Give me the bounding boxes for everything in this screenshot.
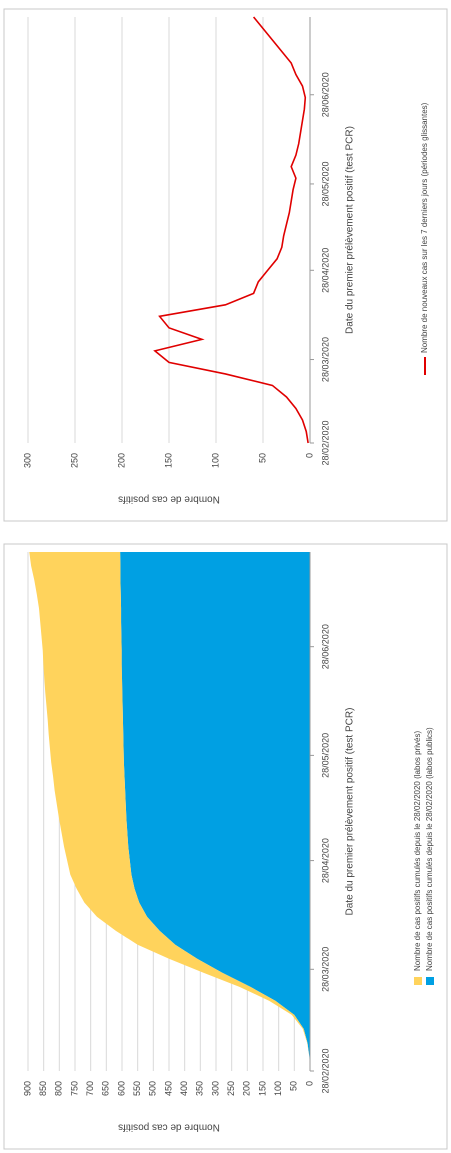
area bbox=[29, 552, 310, 1071]
y-tick-label: 150 bbox=[257, 1081, 267, 1096]
panel bbox=[3, 8, 448, 522]
y-tick-label: 300 bbox=[210, 1081, 220, 1096]
x-tick-label: 28/02/2020 bbox=[320, 420, 330, 465]
y-tick-label: 700 bbox=[85, 1081, 95, 1096]
y-tick-label: 450 bbox=[163, 1081, 173, 1096]
x-axis-title: Date du premier prélèvement positif (tes… bbox=[345, 126, 356, 334]
x-tick-label: 28/04/2020 bbox=[320, 248, 330, 293]
y-tick-label: 900 bbox=[22, 1081, 32, 1096]
x-tick-label: 28/03/2020 bbox=[320, 947, 330, 992]
y-tick-label: 250 bbox=[69, 453, 79, 468]
y-tick-label: 650 bbox=[101, 1081, 111, 1096]
legend-label: Nombre de cas positifs cumulés depuis le… bbox=[425, 727, 434, 971]
y-tick-label: 50 bbox=[257, 453, 267, 463]
legend-swatch bbox=[414, 977, 422, 985]
y-tick-label: 100 bbox=[210, 453, 220, 468]
y-tick-label: 50 bbox=[289, 1081, 299, 1091]
y-tick-label: 400 bbox=[179, 1081, 189, 1096]
y-tick-label: 350 bbox=[195, 1081, 205, 1096]
legend-label: Nombre de nouveaux cas sur les 7 dernier… bbox=[420, 102, 429, 353]
legend-label: Nombre de cas positifs cumulés depuis le… bbox=[413, 731, 422, 971]
y-tick-label: 200 bbox=[242, 1081, 252, 1096]
x-tick-label: 28/06/2020 bbox=[320, 624, 330, 669]
y-tick-label: 850 bbox=[38, 1081, 48, 1096]
area bbox=[120, 552, 310, 1071]
y-tick-label: 500 bbox=[148, 1081, 158, 1096]
y-tick-label: 550 bbox=[132, 1081, 142, 1096]
y-axis-title: Nombre de cas positifs bbox=[118, 1121, 220, 1132]
line-chart: 0 50 100 150 200 250 300 28/02/2020 28/03/2020 28… bbox=[3, 8, 448, 522]
y-tick-label: 150 bbox=[163, 453, 173, 468]
x-tick-label: 28/05/2020 bbox=[320, 161, 330, 206]
y-axis-title: Nombre de cas positifs bbox=[118, 493, 220, 504]
area-chart: 0 50 100 150 200 250 300 350 400 450 500 550 600 650 7… bbox=[3, 543, 448, 1150]
y-tick-label: 0 bbox=[304, 1081, 314, 1086]
x-tick-label: 28/05/2020 bbox=[320, 733, 330, 778]
y-tick-label: 600 bbox=[116, 1081, 126, 1096]
y-tick-label: 800 bbox=[54, 1081, 64, 1096]
y-tick-label: 200 bbox=[116, 453, 126, 468]
y-tick-label: 0 bbox=[304, 453, 314, 458]
line bbox=[153, 16, 309, 444]
x-tick-label: 28/06/2020 bbox=[320, 72, 330, 117]
y-tick-label: 250 bbox=[226, 1081, 236, 1096]
x-tick-label: 28/03/2020 bbox=[320, 337, 330, 382]
y-tick-label: 100 bbox=[273, 1081, 283, 1096]
y-tick-label: 300 bbox=[22, 453, 32, 468]
x-tick-label: 28/02/2020 bbox=[320, 1048, 330, 1093]
x-axis-title: Date du premier prélèvement positif (tes… bbox=[345, 708, 356, 916]
legend-swatch bbox=[426, 977, 434, 985]
y-tick-label: 750 bbox=[69, 1081, 79, 1096]
x-tick-label: 28/04/2020 bbox=[320, 838, 330, 883]
